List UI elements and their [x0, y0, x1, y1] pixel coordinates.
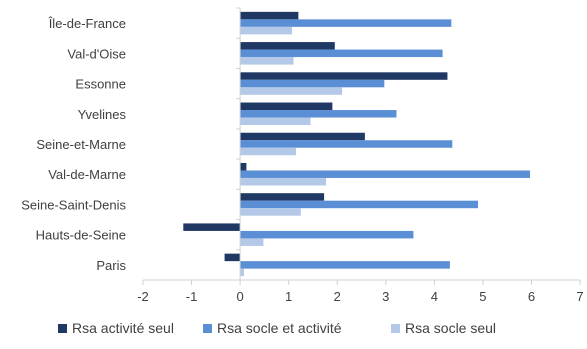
bar-1-8	[183, 223, 241, 231]
x-tick-label-1: -2	[137, 289, 149, 304]
x-tick-label-6: 3	[382, 289, 389, 304]
bar-2-9	[240, 261, 450, 269]
x-tick-label-2: -1	[186, 289, 198, 304]
bars-layer	[183, 11, 530, 277]
bar-3-9	[240, 268, 244, 277]
bar-1-4	[240, 102, 333, 111]
category-label-7: Seine-Saint-Denis	[21, 197, 126, 212]
bar-2-7	[240, 200, 479, 209]
category-label-5: Seine-et-Marne	[36, 137, 126, 152]
x-tick-label-5: 2	[334, 289, 341, 304]
category-label-1: Île-de-France	[48, 16, 126, 31]
bar-2-4	[240, 110, 397, 118]
legend: Rsa activité seul Rsa socle et activité Rs…	[58, 320, 496, 336]
bar-3-8	[240, 238, 264, 246]
axes-layer	[142, 7, 581, 285]
legend-label-2: Rsa socle et activité	[217, 320, 342, 336]
category-label-9: Paris	[96, 258, 126, 273]
x-tick-label-7: 4	[431, 289, 438, 304]
bar-2-6	[240, 170, 530, 178]
category-label-8: Hauts-de-Seine	[36, 228, 126, 243]
bar-3-4	[240, 117, 311, 126]
x-tick-label-10: 7	[576, 289, 583, 304]
bar-3-7	[240, 208, 301, 216]
bar-1-7	[240, 193, 325, 201]
bar-1-6	[240, 162, 247, 171]
category-labels: Île-de-France Val-d'Oise Essonne Yvelines Se…	[21, 16, 126, 273]
x-tick-labels: -2 -1 0 1 2 3 4 5 6 7	[137, 289, 583, 304]
bar-3-1	[240, 26, 293, 35]
category-label-4: Yvelines	[78, 107, 127, 122]
bar-3-3	[240, 87, 343, 95]
bar-3-2	[240, 57, 294, 65]
bar-3-6	[240, 177, 327, 186]
bar-1-5	[240, 132, 365, 141]
bar-1-3	[240, 72, 448, 80]
bar-1-2	[240, 42, 335, 50]
legend-swatch-1	[58, 324, 67, 333]
legend-label-1: Rsa activité seul	[72, 320, 174, 336]
bar-2-5	[240, 140, 453, 148]
bar-3-5	[240, 147, 296, 156]
bar-2-8	[240, 230, 414, 239]
category-label-6: Val-de-Marne	[48, 167, 126, 182]
legend-swatch-2	[203, 324, 212, 333]
x-tick-label-9: 6	[528, 289, 535, 304]
x-tick-label-8: 5	[479, 289, 486, 304]
bar-1-9	[224, 253, 241, 262]
bar-2-1	[240, 19, 452, 27]
legend-swatch-3	[391, 324, 400, 333]
category-label-2: Val-d'Oise	[67, 46, 126, 61]
x-tick-label-3: 0	[236, 289, 243, 304]
x-tick-label-4: 1	[285, 289, 292, 304]
legend-label-3: Rsa socle seul	[405, 320, 496, 336]
bar-2-2	[240, 49, 443, 58]
bar-1-1	[240, 11, 299, 20]
category-label-3: Essonne	[75, 77, 126, 92]
bar-2-3	[240, 79, 385, 88]
